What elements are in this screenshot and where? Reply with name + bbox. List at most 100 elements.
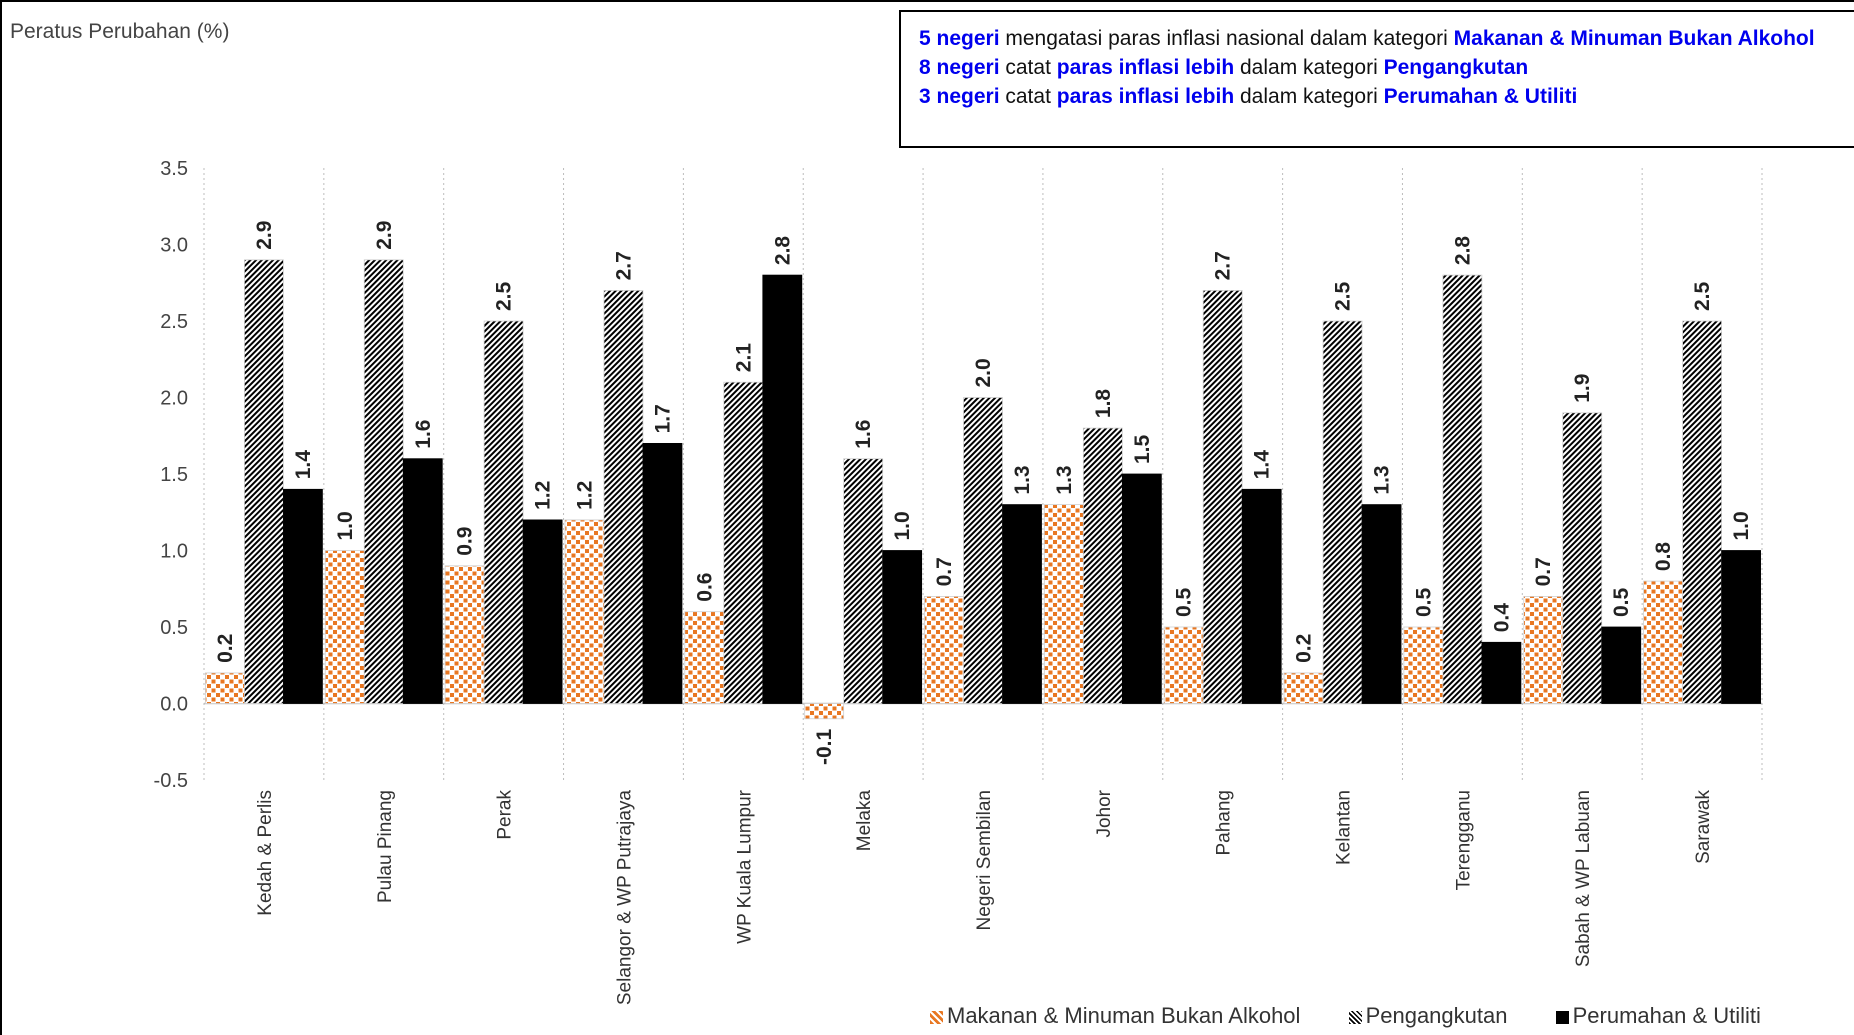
bar bbox=[1721, 550, 1761, 704]
x-category-label: Sarawak bbox=[1693, 790, 1714, 864]
data-label: 1.3 bbox=[1011, 465, 1034, 494]
legend-item-makanan: Makanan & Minuman Bukan Alkohol bbox=[930, 1003, 1300, 1029]
data-label: 1.6 bbox=[852, 419, 875, 448]
bar bbox=[1241, 488, 1282, 704]
x-category-label: Kedah & Perlis bbox=[255, 790, 276, 916]
bar bbox=[843, 458, 884, 704]
data-label: 2.8 bbox=[771, 236, 794, 266]
data-label: 0.2 bbox=[1293, 634, 1316, 663]
bar bbox=[483, 320, 524, 704]
data-label: 0.8 bbox=[1652, 542, 1675, 572]
note-line-3-category: Perumahan & Utiliti bbox=[1383, 85, 1578, 108]
legend: Makanan & Minuman Bukan Alkohol Pengangk… bbox=[930, 1003, 1761, 1029]
bar bbox=[283, 488, 323, 704]
y-axis-title: Peratus Perubahan (%) bbox=[10, 20, 230, 43]
y-tick-label: 0.0 bbox=[160, 694, 188, 716]
bar bbox=[804, 703, 845, 720]
legend-swatch-hatch-icon bbox=[1348, 1010, 1362, 1024]
data-label: 1.7 bbox=[651, 404, 674, 433]
bar bbox=[963, 397, 1003, 704]
y-tick-label: 1.0 bbox=[160, 541, 188, 563]
note-line-2-text-b: dalam kategori bbox=[1234, 56, 1384, 79]
bar bbox=[205, 672, 245, 704]
data-label: 0.9 bbox=[454, 527, 477, 556]
data-label: 2.5 bbox=[1691, 281, 1714, 311]
note-line-1-text: mengatasi paras inflasi nasional dalam k… bbox=[999, 27, 1454, 50]
data-label: 0.7 bbox=[1532, 557, 1555, 586]
data-label: 2.1 bbox=[732, 343, 755, 373]
x-category-label: Pahang bbox=[1214, 790, 1235, 856]
data-label: 2.7 bbox=[1212, 251, 1235, 280]
bar bbox=[1361, 504, 1402, 704]
data-label: 2.9 bbox=[373, 221, 396, 250]
y-tick-label: 2.0 bbox=[160, 388, 188, 410]
y-axis: 3.5 3.0 2.5 2.0 1.5 1.0 0.5 0.0 -0.5 bbox=[154, 158, 188, 792]
note-line-2-emphasis: paras inflasi lebih bbox=[1056, 56, 1235, 79]
y-tick-label: -0.5 bbox=[154, 770, 188, 792]
bar bbox=[1322, 320, 1363, 704]
note-line-1-category: Makanan & Minuman Bukan Alkohol bbox=[1453, 27, 1815, 50]
bar bbox=[1121, 473, 1162, 704]
bar bbox=[522, 519, 563, 704]
data-label: 0.4 bbox=[1490, 603, 1513, 633]
x-axis: Kedah & Perlis Pulau Pinang Perak Selangor … bbox=[255, 789, 1714, 1005]
y-tick-label: 3.0 bbox=[160, 235, 188, 257]
data-label: 1.0 bbox=[334, 511, 357, 540]
note-line-2-text-a: catat bbox=[999, 56, 1057, 79]
note-line-3-count: 3 negeri bbox=[919, 85, 1000, 108]
bar bbox=[1082, 427, 1123, 704]
legend-item-pengangkutan: Pengangkutan bbox=[1348, 1003, 1508, 1029]
bar bbox=[1643, 580, 1683, 704]
data-label: 0.2 bbox=[214, 634, 237, 663]
x-category-label: WP Kuala Lumpur bbox=[734, 789, 755, 944]
data-label: 2.5 bbox=[1332, 281, 1355, 311]
note-line-3-emphasis: paras inflasi lebih bbox=[1056, 85, 1235, 108]
data-label: 0.5 bbox=[1610, 587, 1633, 617]
y-tick-label: 2.5 bbox=[160, 311, 188, 333]
x-category-label: Perak bbox=[495, 790, 516, 840]
bar bbox=[1562, 412, 1603, 704]
data-label: -0.1 bbox=[813, 728, 836, 765]
bar bbox=[1283, 672, 1324, 704]
legend-label-makanan: Makanan & Minuman Bukan Alkohol bbox=[947, 1003, 1301, 1028]
data-label: 1.9 bbox=[1571, 374, 1594, 403]
bars bbox=[205, 259, 1761, 720]
data-label: 1.0 bbox=[1730, 511, 1753, 540]
x-category-label: Sabah & WP Labuan bbox=[1573, 790, 1594, 967]
data-label: 1.2 bbox=[573, 481, 596, 510]
x-category-label: Selangor & WP Putrajaya bbox=[614, 790, 635, 1006]
note-line-2: 8 negeri catat paras inflasi lebih dalam… bbox=[919, 53, 1854, 82]
bar bbox=[1601, 626, 1642, 704]
bar bbox=[1202, 289, 1243, 704]
note-line-3-text-b: dalam kategori bbox=[1234, 85, 1384, 108]
data-label: 1.2 bbox=[532, 481, 555, 510]
legend-label-pengangkutan: Pengangkutan bbox=[1365, 1003, 1508, 1028]
note-line-2-category: Pengangkutan bbox=[1383, 56, 1529, 79]
y-tick-label: 1.5 bbox=[160, 464, 188, 486]
bar bbox=[444, 565, 485, 704]
x-category-label: Melaka bbox=[854, 790, 875, 852]
bar bbox=[244, 259, 284, 704]
data-label: 1.8 bbox=[1092, 389, 1115, 419]
bar bbox=[564, 519, 605, 704]
data-label: 0.5 bbox=[1412, 587, 1435, 617]
bar bbox=[924, 596, 964, 704]
bar bbox=[603, 289, 644, 704]
x-category-label: Negeri Sembilan bbox=[974, 790, 995, 930]
bar bbox=[402, 458, 443, 704]
note-line-1: 5 negeri mengatasi paras inflasi nasiona… bbox=[919, 24, 1854, 53]
x-category-label: Kelantan bbox=[1334, 790, 1355, 865]
data-label: 2.8 bbox=[1451, 236, 1474, 266]
summary-note-box: 5 negeri mengatasi paras inflasi nasiona… bbox=[899, 10, 1854, 148]
bar bbox=[1682, 320, 1722, 704]
data-label: 1.6 bbox=[412, 419, 435, 448]
note-line-2-count: 8 negeri bbox=[919, 56, 1000, 79]
bar bbox=[1442, 274, 1483, 704]
data-label: 2.0 bbox=[972, 358, 995, 387]
data-label: 0.5 bbox=[1173, 587, 1196, 617]
data-label: 1.0 bbox=[891, 511, 914, 540]
data-label: 1.5 bbox=[1131, 434, 1154, 464]
bar bbox=[1002, 504, 1042, 704]
note-line-1-count: 5 negeri bbox=[919, 27, 1000, 50]
